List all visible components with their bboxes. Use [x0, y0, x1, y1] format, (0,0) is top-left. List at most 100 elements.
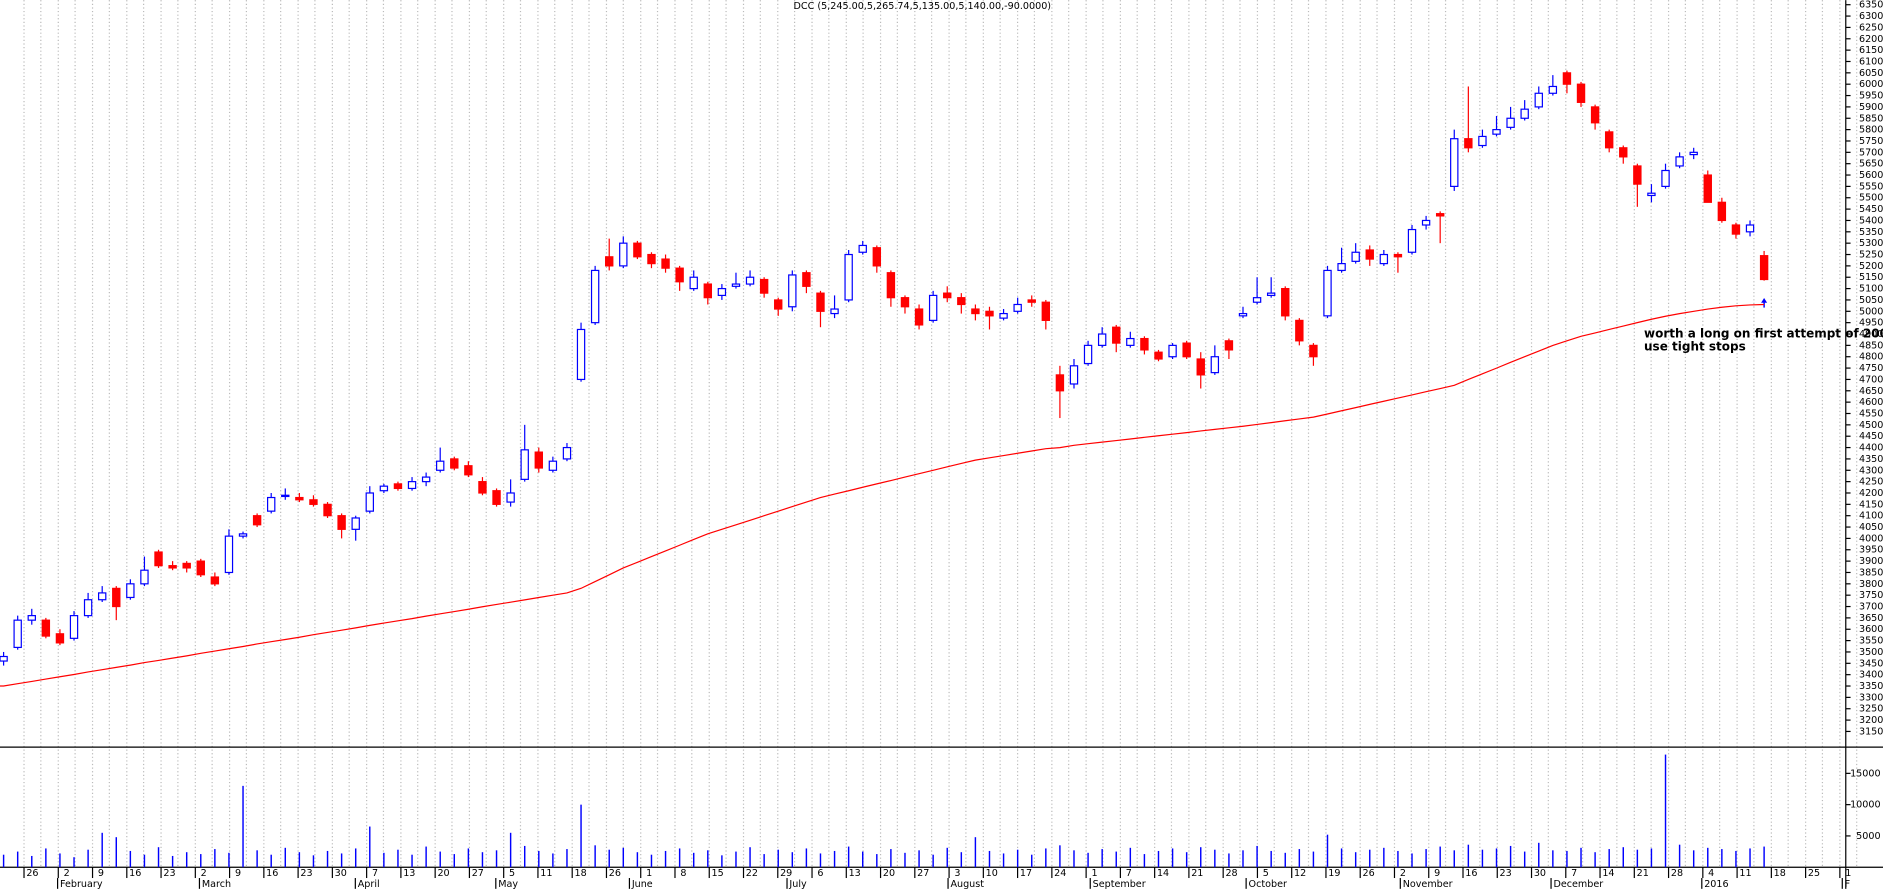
- arrow-head: [1761, 297, 1768, 303]
- candle-body: [1337, 263, 1346, 272]
- month-label: September: [1093, 879, 1146, 889]
- month-label: November: [1403, 879, 1453, 889]
- y-tick-label: 4750: [1859, 363, 1883, 374]
- candle-body: [112, 587, 121, 608]
- x-tick-label: 20: [437, 868, 449, 879]
- candle-body: [1281, 287, 1290, 317]
- candle-body: [1407, 228, 1417, 253]
- candle-body: [1154, 351, 1163, 360]
- x-tick-label: 24: [1054, 868, 1066, 879]
- y-tick-label: 4050: [1859, 522, 1883, 533]
- candle-body: [1097, 333, 1107, 346]
- y-tick-label: 3550: [1859, 636, 1883, 647]
- x-tick-label: 6: [817, 868, 823, 879]
- y-tick-label: 6150: [1859, 45, 1883, 56]
- candle-body: [576, 328, 586, 381]
- x-tick-label: 18: [1774, 868, 1786, 879]
- candle-body: [1745, 224, 1755, 233]
- candle-body: [97, 592, 107, 601]
- x-tick-label: 2: [201, 868, 207, 879]
- candle-body: [999, 312, 1008, 319]
- y-tick-label: 5600: [1859, 170, 1883, 181]
- x-tick-label: 9: [1434, 868, 1440, 879]
- y-tick-label: 5850: [1859, 113, 1883, 124]
- x-tick-label: 26: [1363, 868, 1375, 879]
- candle-body: [1731, 224, 1741, 235]
- moving-average-line: [0, 303, 1765, 687]
- y-tick-label: 3400: [1859, 670, 1883, 681]
- candle-body: [1224, 340, 1234, 351]
- candle-body: [900, 297, 910, 308]
- candle-body: [393, 483, 403, 490]
- y-tick-label: 5800: [1859, 125, 1883, 136]
- volume-tick-label: 15000: [1850, 768, 1881, 779]
- candle-body: [590, 269, 600, 324]
- x-tick-label: 15: [712, 868, 724, 879]
- y-tick-label: 5150: [1859, 272, 1883, 283]
- candle-body: [450, 458, 459, 469]
- y-tick-label: 4650: [1859, 386, 1883, 397]
- candle-body: [506, 492, 515, 503]
- y-tick-label: 3600: [1859, 624, 1883, 635]
- x-tick-label: 18: [574, 868, 586, 879]
- x-tick-label: 21: [1191, 868, 1203, 879]
- candle-body: [351, 517, 360, 530]
- candle-body: [337, 515, 346, 530]
- y-tick-label: 5650: [1859, 159, 1883, 170]
- candle-body: [478, 481, 487, 494]
- y-tick-label: 5950: [1859, 91, 1883, 102]
- candle-body: [1590, 106, 1600, 124]
- candle-body: [1365, 249, 1374, 260]
- candle-body: [323, 503, 332, 517]
- y-tick-label: 4500: [1859, 420, 1883, 431]
- chart-title: DCC (5,245.00,5,265.74,5,135.00,5,140.00…: [794, 1, 1052, 12]
- y-tick-label: 4350: [1859, 454, 1883, 465]
- x-tick-label: 30: [335, 868, 347, 879]
- y-tick-label: 5450: [1859, 204, 1883, 215]
- y-tick-label: 4850: [1859, 340, 1883, 351]
- x-tick-label: 23: [1500, 868, 1512, 879]
- x-tick-label: 26: [26, 868, 38, 879]
- candle-body: [774, 299, 783, 310]
- candle-body: [633, 242, 642, 258]
- candle-body: [309, 499, 318, 505]
- x-tick-label: 3: [954, 868, 960, 879]
- candle-body: [238, 533, 248, 537]
- candle-body: [971, 308, 980, 315]
- x-tick-label: 11: [540, 868, 552, 879]
- y-tick-label: 4150: [1859, 499, 1883, 510]
- candle-body: [1266, 292, 1276, 297]
- x-tick-label: 14: [1602, 868, 1614, 879]
- x-tick-label: 30: [1534, 868, 1546, 879]
- candle-body: [675, 267, 684, 283]
- candle-body: [27, 615, 36, 621]
- candle-body: [788, 274, 797, 308]
- candle-body: [0, 655, 8, 662]
- candle-body: [1520, 108, 1529, 119]
- candle-body: [1126, 337, 1135, 346]
- x-tick-label: 7: [1126, 868, 1132, 879]
- x-tick-label: 16: [129, 868, 141, 879]
- volume-tick-label: 10000: [1850, 800, 1881, 811]
- y-tick-label: 3300: [1859, 692, 1883, 703]
- candle-body: [407, 481, 417, 490]
- x-tick-label: 23: [300, 868, 312, 879]
- candle-body: [1717, 201, 1727, 222]
- y-tick-label: 5700: [1859, 147, 1883, 158]
- candle-body: [957, 297, 966, 306]
- candle-body: [1379, 253, 1389, 265]
- y-tick-label: 5400: [1859, 215, 1883, 226]
- candle-body: [1252, 297, 1262, 303]
- x-tick-label: 1: [1845, 868, 1851, 879]
- candle-body: [1435, 213, 1445, 217]
- candle-body: [647, 253, 656, 265]
- candle-body: [1548, 85, 1558, 94]
- y-tick-label: 6050: [1859, 68, 1883, 79]
- x-tick-label: 2: [1400, 868, 1406, 879]
- candle-body: [266, 496, 276, 512]
- y-tick-label: 6200: [1859, 34, 1883, 45]
- candle-body: [1055, 374, 1065, 392]
- x-tick-label: 21: [1637, 868, 1649, 879]
- y-tick-label: 3350: [1859, 681, 1883, 692]
